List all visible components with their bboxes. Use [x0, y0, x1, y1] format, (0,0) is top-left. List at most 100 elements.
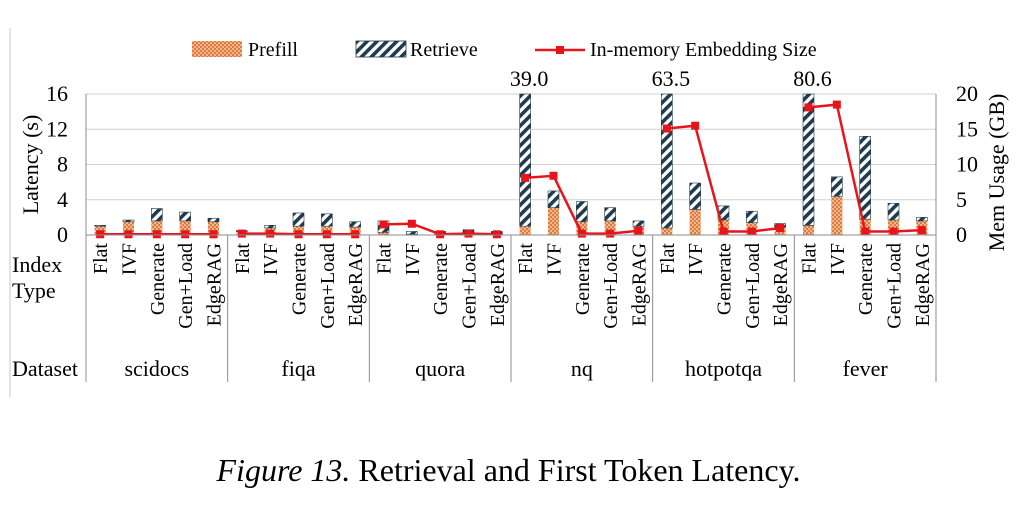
y-tick-label-right: 20: [956, 81, 978, 106]
bar-retrieve: [831, 176, 843, 197]
bar-retrieve: [321, 213, 333, 227]
latency-chart: 0 4 8 12 16 0 5 10 15 20 Latency (s) Mem Usage (GB)…: [9, 28, 1009, 397]
bar-retrieve: [802, 93, 815, 226]
dataset-label: fever: [843, 356, 889, 381]
index-type-label: EdgeRAG: [770, 243, 792, 326]
figure-caption: Figure 13. Retrieval and First Token Lat…: [0, 452, 1017, 489]
memory-marker: [464, 229, 473, 238]
row-label-dataset: Dataset: [12, 356, 78, 381]
index-type-label: Gen+Load: [317, 243, 339, 329]
index-type-label: IVF: [402, 243, 424, 275]
bar-retrieve: [94, 225, 106, 227]
memory-marker: [521, 173, 530, 182]
memory-marker: [691, 121, 700, 130]
bar-prefill: [604, 220, 616, 235]
memory-marker: [832, 100, 841, 109]
index-type-label: IVF: [119, 243, 141, 275]
memory-marker: [606, 229, 615, 238]
bar-retrieve: [122, 219, 135, 223]
memory-marker: [266, 229, 275, 238]
memory-marker: [294, 230, 303, 239]
y-tick-label-left: 16: [46, 81, 68, 106]
bar-retrieve: [916, 217, 928, 222]
index-type-label: Gen+Load: [600, 243, 622, 329]
legend-swatch-retrieve: [355, 40, 407, 58]
bar-prefill: [661, 227, 673, 235]
index-type-label: Flat: [374, 243, 396, 275]
index-type-label: Gen+Load: [459, 243, 481, 329]
index-type-label: IVF: [260, 243, 282, 275]
index-type-label: IVF: [544, 243, 566, 275]
index-type-label: EdgeRAG: [629, 243, 651, 326]
legend-label-memory: In-memory Embedding Size: [590, 39, 817, 61]
index-type-label: IVF: [685, 243, 707, 275]
overflow-value-label: 80.6: [793, 66, 832, 91]
bar-retrieve: [179, 211, 191, 222]
memory-marker: [152, 230, 161, 239]
memory-marker: [209, 230, 218, 239]
bar-prefill: [378, 232, 389, 235]
dataset-label: quora: [415, 356, 465, 381]
row-label-index: Index: [12, 252, 62, 277]
bar-retrieve: [632, 220, 645, 227]
memory-marker: [577, 229, 586, 238]
index-type-label: Generate: [430, 243, 452, 315]
y-axis-title-right: Mem Usage (GB): [984, 94, 1009, 252]
bar-retrieve: [746, 210, 758, 223]
y-tick-label-right: 5: [956, 187, 967, 212]
dataset-label: fiqa: [281, 356, 315, 381]
caption-text: Retrieval and First Token Latency.: [358, 452, 801, 488]
bar-retrieve: [292, 212, 305, 227]
legend-marker-memory: [556, 46, 564, 54]
bar-prefill: [548, 207, 559, 235]
bar-retrieve: [547, 190, 560, 208]
bar-retrieve: [519, 93, 531, 227]
bar-retrieve: [604, 207, 616, 222]
bar-retrieve: [349, 221, 361, 228]
bar-retrieve: [406, 231, 418, 235]
memory-marker: [889, 227, 898, 236]
y-tick-label-right: 10: [956, 152, 978, 177]
memory-marker: [237, 229, 246, 238]
memory-marker: [861, 227, 870, 236]
memory-marker: [662, 124, 671, 133]
memory-marker: [492, 230, 501, 239]
memory-marker: [124, 230, 133, 239]
index-type-label: Generate: [289, 243, 311, 315]
bar-prefill: [576, 221, 588, 235]
y-tick-label-right: 15: [956, 116, 978, 141]
index-type-label: Generate: [572, 243, 594, 315]
index-type-label: Flat: [515, 243, 537, 275]
index-type-label: Flat: [90, 243, 112, 275]
bar-retrieve: [151, 208, 163, 222]
dataset-label: hotpotqa: [685, 356, 762, 381]
bar-prefill: [123, 221, 134, 235]
overflow-value-label: 63.5: [652, 66, 691, 91]
bar-retrieve: [689, 182, 701, 210]
bar-retrieve: [264, 225, 276, 229]
index-type-label: Gen+Load: [742, 243, 764, 329]
dataset-label: scidocs: [124, 356, 189, 381]
index-type-label: EdgeRAG: [487, 243, 509, 326]
memory-marker: [719, 227, 728, 236]
bar-retrieve: [887, 202, 900, 221]
legend-label-retrieve: Retrieve: [410, 39, 478, 61]
memory-marker: [747, 227, 756, 236]
y-tick-label-right: 0: [956, 222, 967, 247]
y-tick-label-left: 12: [46, 116, 68, 141]
bar-prefill: [689, 209, 701, 235]
memory-marker: [322, 230, 331, 239]
bar-prefill: [803, 225, 814, 235]
index-type-label: Generate: [147, 243, 169, 315]
index-type-label: Generate: [855, 243, 877, 315]
memory-marker: [351, 230, 360, 239]
memory-marker: [96, 230, 105, 239]
memory-marker: [436, 230, 445, 239]
bar-prefill: [208, 221, 219, 235]
memory-marker: [776, 223, 785, 232]
bar-prefill: [151, 220, 163, 235]
index-type-label: Flat: [799, 243, 821, 275]
legend-label-prefill: Prefill: [248, 39, 298, 61]
legend-swatch-prefill: [192, 41, 242, 57]
bar-retrieve: [207, 217, 220, 223]
